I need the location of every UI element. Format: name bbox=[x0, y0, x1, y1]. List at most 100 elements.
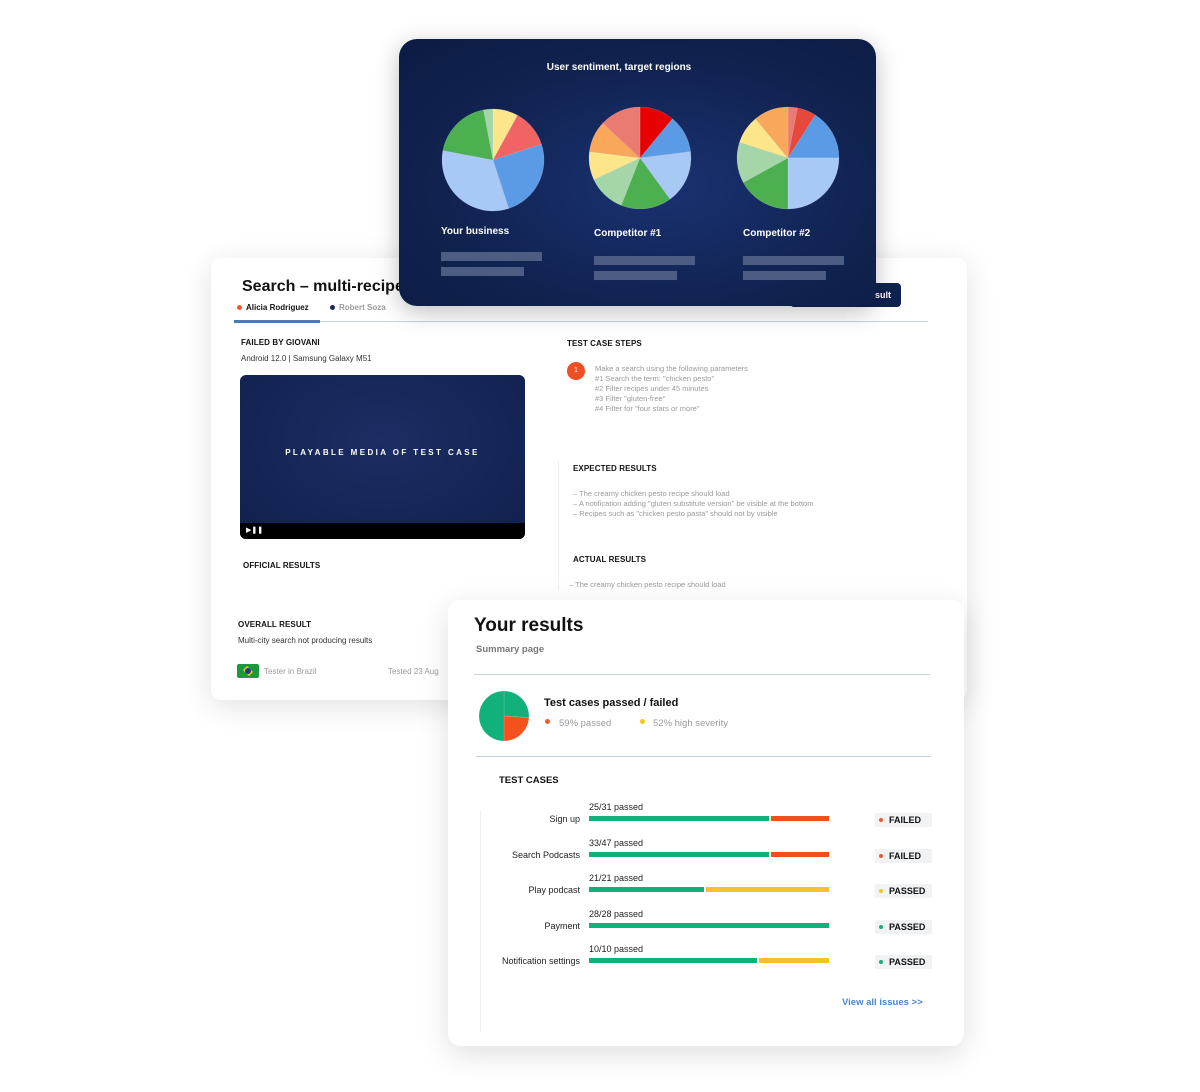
status-dot-icon bbox=[879, 889, 883, 893]
step-number-badge: 1 bbox=[567, 362, 585, 380]
test-case-count: 25/31 passed bbox=[589, 802, 644, 812]
expected-line: – Recipes such as "chicken pesto pasta" … bbox=[573, 509, 778, 518]
media-player[interactable]: PLAYABLE MEDIA OF TEST CASE ▶❚❚ bbox=[240, 375, 525, 539]
tab-robert-soza[interactable]: Robert Soza bbox=[330, 303, 386, 312]
sentiment-pie-1-slice-7 bbox=[602, 106, 641, 159]
steps-heading: TEST CASE STEPS bbox=[567, 339, 642, 348]
status-label: PASSED bbox=[889, 886, 926, 896]
summary-pie-slice-2 bbox=[478, 690, 505, 742]
sentiment-pies bbox=[441, 106, 840, 212]
test-case-count: 21/21 passed bbox=[589, 873, 644, 883]
tab-dot-icon bbox=[330, 305, 335, 311]
view-all-issues-link[interactable]: View all issues >> bbox=[842, 997, 923, 1008]
sentiment-pie-2-slice-7 bbox=[755, 106, 789, 159]
expected-results-list: – The creamy chicken pesto recipe should… bbox=[573, 489, 813, 519]
play-pause-icon[interactable]: ▶❚❚ bbox=[240, 523, 525, 539]
divider bbox=[474, 674, 930, 675]
pie-label: Competitor #1 bbox=[594, 228, 662, 239]
test-cases-heading: TEST CASES bbox=[499, 775, 559, 786]
tester-location: Tester in Brazil bbox=[264, 667, 317, 676]
sentiment-pie-1-slice-4 bbox=[593, 157, 641, 206]
section-divider bbox=[480, 810, 481, 1032]
sentiment-pie-0-slice-2 bbox=[492, 143, 545, 209]
tab-alicia-rodriguez[interactable]: Alicia Rodriguez bbox=[237, 303, 309, 312]
sentiment-pie-1-slice-0 bbox=[639, 106, 673, 159]
official-results-heading: OFFICIAL RESULTS bbox=[243, 561, 321, 570]
placeholder-bar bbox=[441, 267, 524, 276]
sentiment-card: User sentiment, target regions Your busi… bbox=[399, 39, 876, 306]
sentiment-pie-1-slice-1 bbox=[639, 118, 691, 159]
active-tab-underline bbox=[234, 320, 320, 323]
legend-passed: 59% passed bbox=[559, 718, 612, 729]
tested-date: Tested 23 Aug bbox=[388, 667, 439, 676]
legend-dot-icon bbox=[545, 719, 550, 724]
summary-pie-slice-0 bbox=[503, 690, 530, 718]
progress-bar-passed bbox=[589, 851, 769, 857]
status-badge: PASSED bbox=[875, 919, 932, 934]
sentiment-pie-1-slice-3 bbox=[620, 157, 671, 210]
sentiment-pie-1-slice-5 bbox=[588, 151, 641, 181]
progress-bar-passed bbox=[589, 958, 757, 963]
results-title: Your results bbox=[474, 615, 584, 636]
progress-bar-remaining bbox=[771, 851, 829, 857]
overall-result-text: Multi-city search not producing results bbox=[238, 636, 373, 645]
sentiment-title: User sentiment, target regions bbox=[546, 62, 692, 73]
pie-label: Your business bbox=[441, 226, 510, 237]
tab-dot-icon bbox=[237, 305, 242, 311]
steps-list: Make a search using the following parame… bbox=[595, 364, 748, 414]
status-dot-icon bbox=[879, 924, 883, 929]
test-case-count: 28/28 passed bbox=[589, 908, 644, 919]
expected-line: – The creamy chicken pesto recipe should… bbox=[573, 489, 730, 498]
expected-results-heading: EXPECTED RESULTS bbox=[573, 464, 657, 473]
device-info: Android 12.0 | Samsung Galaxy M51 bbox=[241, 354, 372, 363]
tab-label: Robert Soza bbox=[339, 303, 386, 312]
status-label: PASSED bbox=[889, 957, 926, 967]
divider bbox=[476, 756, 931, 757]
sentiment-pie-0-slice-0 bbox=[492, 108, 518, 161]
sentiment-pie-0-slice-3 bbox=[441, 150, 510, 212]
test-case-name: Sign up bbox=[549, 814, 580, 824]
sentiment-pie-2-slice-0 bbox=[787, 106, 798, 159]
status-badge: FAILED bbox=[875, 848, 932, 863]
pie-label: Competitor #2 bbox=[743, 228, 811, 239]
step-line: Make a search using the following parame… bbox=[595, 364, 748, 373]
test-case-title: Search – multi-recipe bbox=[242, 278, 404, 295]
sentiment-pie-0-slice-1 bbox=[492, 114, 542, 161]
legend-dot-icon bbox=[640, 719, 645, 724]
sentiment-pie-2-slice-6 bbox=[739, 118, 789, 159]
status-dot-icon bbox=[879, 960, 883, 964]
sentiment-pie-0-slice-4 bbox=[442, 109, 494, 161]
failed-by-label: FAILED BY GIOVANI bbox=[241, 338, 320, 347]
summary-pie bbox=[478, 690, 530, 742]
section-divider bbox=[558, 460, 559, 590]
step-line: #2 Filter recipes under 45 minutes bbox=[595, 384, 709, 393]
step-line: #3 Filter "gluten-free" bbox=[595, 394, 666, 403]
status-label: FAILED bbox=[889, 850, 922, 861]
status-badge: FAILED bbox=[875, 813, 932, 827]
expected-line: – A notification adding "gluten substitu… bbox=[573, 499, 814, 508]
placeholder-bar bbox=[441, 252, 542, 261]
progress-bar-remaining bbox=[771, 816, 829, 821]
placeholder-bar bbox=[743, 271, 826, 280]
summary-title: Test cases passed / failed bbox=[544, 697, 679, 709]
actual-results-text: – The creamy chicken pesto recipe should… bbox=[569, 580, 726, 589]
progress-bar-passed bbox=[589, 816, 769, 821]
media-label: PLAYABLE MEDIA OF TEST CASE bbox=[285, 448, 480, 457]
sentiment-pie-2-slice-2 bbox=[787, 114, 840, 159]
placeholder-bar bbox=[594, 256, 695, 265]
results-card: Your results Summary page Test cases pas… bbox=[448, 600, 964, 1046]
sentiment-pie-1-slice-6 bbox=[589, 122, 641, 159]
test-case-name: Payment bbox=[544, 920, 580, 931]
test-case-count: 33/47 passed bbox=[589, 837, 644, 848]
sentiment-pie-1-slice-2 bbox=[639, 151, 692, 200]
progress-bar-remaining bbox=[759, 958, 829, 963]
step-line: #1 Search the term: "chicken pesto" bbox=[595, 374, 715, 383]
step-line: #4 Filter for "four stars or more" bbox=[595, 404, 700, 413]
results-subtitle: Summary page bbox=[476, 644, 545, 655]
status-badge: PASSED bbox=[875, 884, 932, 898]
sentiment-pie-0-slice-5 bbox=[483, 108, 494, 161]
status-label: PASSED bbox=[889, 921, 926, 932]
sentiment-pie-2-slice-1 bbox=[787, 107, 816, 159]
progress-bar-remaining bbox=[706, 887, 829, 892]
sentiment-pie-2-slice-3 bbox=[787, 157, 840, 210]
